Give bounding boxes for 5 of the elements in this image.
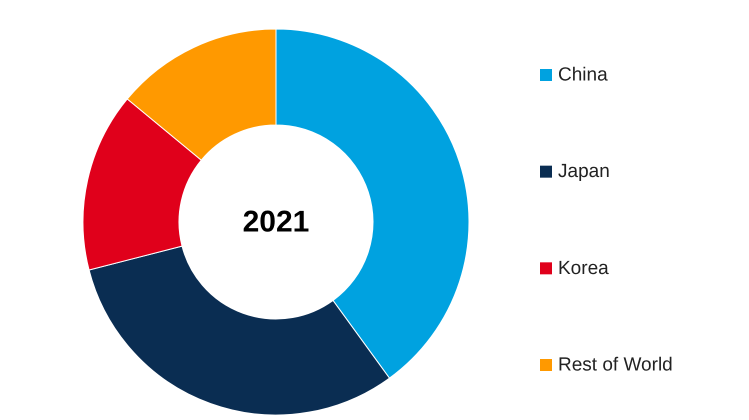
legend-label: Korea: [558, 258, 610, 279]
legend-label: Japan: [558, 161, 610, 182]
legend-label: Rest of World: [558, 354, 673, 376]
legend-label: China: [558, 64, 608, 86]
text: 2021: [242, 206, 310, 238]
